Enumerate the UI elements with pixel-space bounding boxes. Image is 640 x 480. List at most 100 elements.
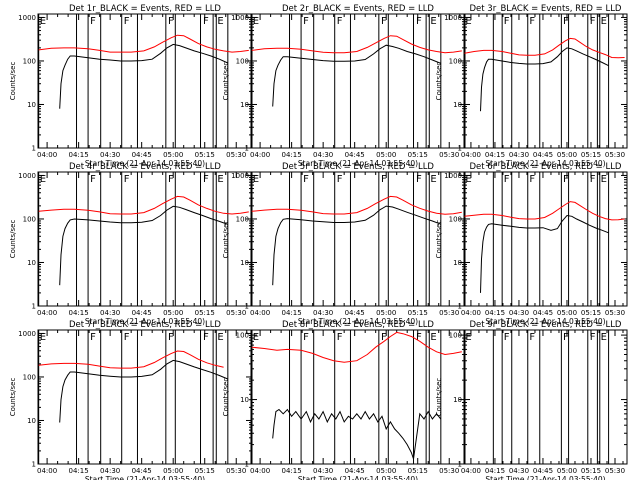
flag-label: F (504, 174, 510, 185)
panel-title: Det 5r_BLACK = Events, RED = LLD (282, 162, 434, 172)
x-tick-label: 04:00 (461, 467, 481, 475)
y-tick-label: 100 (236, 57, 249, 65)
flag-label: F (416, 174, 422, 185)
x-tick-label: 04:00 (37, 309, 57, 317)
flag-label: F (168, 332, 174, 343)
x-tick-label: 04:15 (282, 467, 302, 475)
flag-label: F (529, 174, 535, 185)
x-axis-label: Start Time (21-Apr-14 03:55:40) (298, 317, 418, 326)
lld-series-line (38, 350, 224, 369)
x-tick-label: 05:30 (605, 309, 625, 317)
events-series-line (480, 214, 609, 293)
panel-title: Det 9r_BLACK = Events, RED = LLD (470, 320, 622, 330)
events-series-line (59, 359, 228, 423)
events-series-line (272, 408, 442, 460)
x-tick-label: 05:30 (605, 467, 625, 475)
x-tick-label: 05:30 (439, 467, 459, 475)
x-tick-label: 05:15 (581, 309, 601, 317)
lld-series-line (251, 195, 462, 215)
y-axis-label: Counts/sec (222, 220, 230, 259)
flag-label: E (40, 332, 46, 343)
y-axis-label: Counts/sec (435, 220, 443, 259)
y-tick-label: 10 (453, 259, 462, 267)
y-axis-label: Counts/sec (9, 62, 17, 101)
plot-frame (37, 171, 253, 307)
flag-label: F (303, 174, 309, 185)
x-tick-label: 04:00 (461, 309, 481, 317)
flag-label: F (504, 332, 510, 343)
x-tick-label: 05:15 (195, 309, 215, 317)
flag-label: F (203, 16, 209, 27)
flag-label: F (303, 332, 309, 343)
plot-frame (250, 171, 466, 307)
y-tick-label: 100 (236, 215, 249, 223)
events-series-line (59, 43, 229, 109)
x-tick-label: 05:00 (376, 151, 396, 159)
x-axis-label: Start Time (21-Apr-14 03:55:40) (85, 159, 205, 168)
x-axis-label: Start Time (21-Apr-14 03:55:40) (85, 475, 205, 480)
x-tick-label: 05:00 (376, 309, 396, 317)
x-tick-label: 05:15 (195, 151, 215, 159)
x-tick-label: 04:45 (533, 309, 553, 317)
flag-label: F (590, 174, 596, 185)
x-tick-label: 04:15 (485, 151, 505, 159)
x-axis-label: Start Time (21-Apr-14 03:55:40) (485, 317, 605, 326)
x-tick-label: 05:30 (439, 151, 459, 159)
flag-label: F (90, 174, 96, 185)
x-tick-label: 04:15 (69, 309, 89, 317)
lld-series-line (251, 35, 462, 54)
events-series-line (272, 205, 441, 286)
y-tick-label: 1000 (18, 14, 36, 22)
y-tick-label: 1000 (18, 330, 36, 338)
flag-label: E (601, 16, 607, 27)
flag-label: F (529, 332, 535, 343)
x-tick-label: 04:45 (533, 467, 553, 475)
y-axis-label: Counts/sec (222, 62, 230, 101)
y-axis-label: Counts/sec (435, 62, 443, 101)
x-tick-label: 04:30 (509, 467, 529, 475)
flag-label: E (217, 16, 223, 27)
flag-label: E (217, 174, 223, 185)
flag-label: F (90, 16, 96, 27)
x-tick-label: 05:15 (195, 467, 215, 475)
y-tick-label: 100 (23, 373, 36, 381)
y-tick-label: 100 (449, 332, 462, 340)
flag-label: F (337, 174, 343, 185)
flag-label: F (124, 174, 130, 185)
y-tick-label: 1000 (231, 172, 249, 180)
events-series-line (480, 47, 609, 112)
flag-label: F (590, 16, 596, 27)
panel-title: Det 7r_BLACK = Events, RED = LLD (69, 320, 221, 330)
panel-title: Det 2r_BLACK = Events, RED = LLD (282, 4, 434, 14)
y-tick-label: 1 (32, 303, 36, 311)
flag-label: E (430, 16, 436, 27)
x-tick-label: 05:15 (408, 309, 428, 317)
y-tick-label: 1 (245, 145, 249, 153)
flag-label: E (217, 332, 223, 343)
flag-label: E (253, 174, 259, 185)
x-tick-label: 05:30 (226, 467, 246, 475)
y-tick-label: 10 (27, 101, 36, 109)
x-tick-label: 04:45 (345, 309, 365, 317)
plot-frame (37, 13, 253, 149)
flag-label: E (465, 174, 471, 185)
flag-label: F (504, 16, 510, 27)
y-tick-label: 1 (32, 145, 36, 153)
x-tick-label: 04:00 (250, 151, 270, 159)
y-axis-label: Counts/sec (9, 220, 17, 259)
flag-label: F (563, 332, 569, 343)
x-tick-label: 04:30 (100, 151, 120, 159)
y-tick-label: 10 (453, 101, 462, 109)
x-tick-label: 04:30 (100, 309, 120, 317)
x-tick-label: 05:00 (557, 467, 577, 475)
x-tick-label: 04:45 (132, 151, 152, 159)
x-tick-label: 04:45 (132, 309, 152, 317)
flag-label: E (40, 16, 46, 27)
flag-label: F (563, 16, 569, 27)
